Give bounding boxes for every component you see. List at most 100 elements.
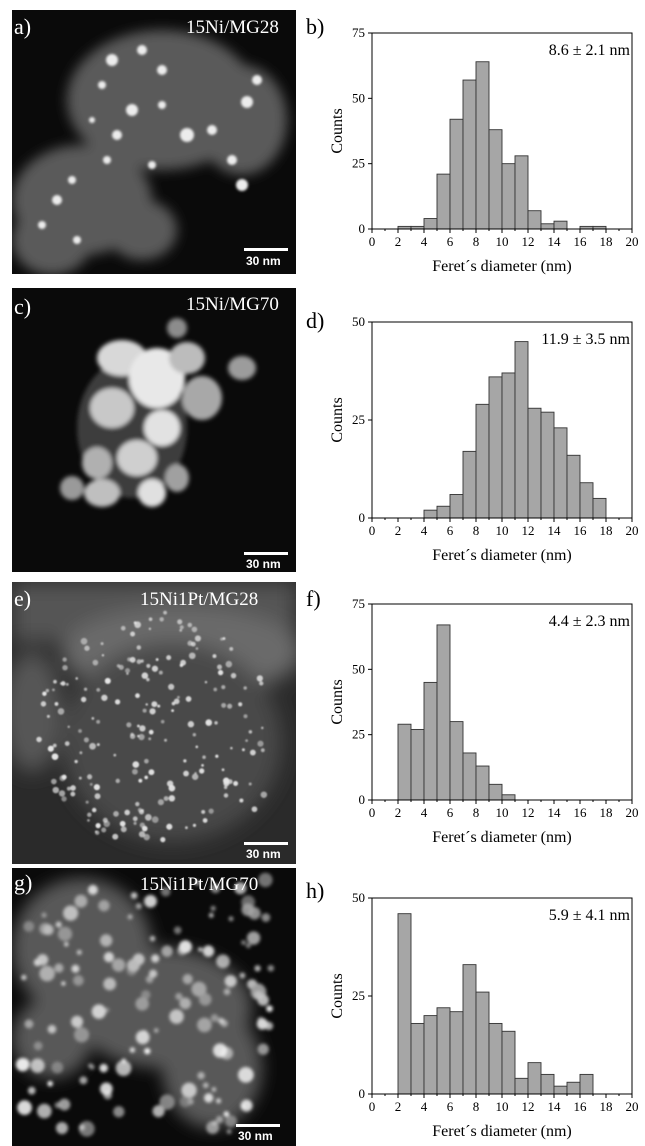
histogram-bar [488, 129, 503, 230]
x-tick-label: 12 [522, 234, 535, 249]
x-tick-label: 14 [548, 234, 562, 249]
x-tick-label: 2 [395, 234, 402, 249]
histogram-bar [423, 1015, 438, 1095]
y-axis-label: Counts [329, 108, 346, 153]
x-tick-label: 14 [548, 523, 562, 538]
sample-label: 15Ni/MG70 [186, 294, 279, 315]
stem-image: 30 nm [12, 582, 296, 864]
y-axis-label: Counts [329, 973, 346, 1018]
x-tick-label: 0 [369, 805, 376, 820]
sample-label: 15Ni1Pt/MG70 [140, 874, 259, 895]
x-tick-label: 6 [447, 805, 454, 820]
histogram-bar [553, 220, 568, 230]
x-tick-label: 4 [421, 805, 428, 820]
histogram-bar [488, 376, 503, 519]
x-tick-label: 8 [473, 1099, 480, 1114]
size-annotation: 8.6 ± 2.1 nm [549, 42, 631, 59]
histogram-bar [436, 173, 451, 230]
x-tick-label: 4 [421, 234, 428, 249]
size-annotation: 11.9 ± 3.5 nm [541, 331, 630, 348]
histogram-bar [527, 407, 542, 519]
x-tick-label: 20 [626, 1099, 639, 1114]
y-tick-label: 25 [352, 412, 365, 427]
x-tick-label: 8 [473, 805, 480, 820]
x-tick-label: 6 [447, 523, 454, 538]
y-tick-label: 0 [359, 1086, 366, 1101]
sample-label: 15Ni/MG28 [186, 17, 279, 38]
stem-micrograph [12, 30, 287, 274]
y-tick-label: 50 [352, 90, 365, 105]
histogram-bar [462, 450, 477, 519]
x-tick-label: 6 [447, 234, 454, 249]
scale-label: 30 nm [246, 254, 281, 268]
panel-letter: d) [306, 308, 325, 333]
stem-image: 30 nm [12, 10, 296, 274]
x-tick-label: 16 [574, 1099, 588, 1114]
histogram-bar [462, 79, 477, 230]
y-tick-label: 25 [352, 156, 365, 171]
x-tick-label: 14 [548, 805, 562, 820]
panel-letter: h) [306, 878, 325, 903]
histogram-bar [514, 341, 529, 519]
histogram-bar [462, 964, 477, 1095]
stem-image: 30 nm [12, 288, 296, 572]
x-tick-label: 10 [496, 523, 509, 538]
histogram-bar [501, 372, 516, 519]
y-tick-label: 0 [359, 221, 366, 236]
histogram-bar [527, 210, 542, 230]
panel-letter: f) [306, 586, 321, 611]
panel-letter: g) [14, 870, 33, 895]
scale-bar [236, 1124, 280, 1127]
x-tick-label: 10 [496, 805, 509, 820]
x-tick-label: 0 [369, 1099, 376, 1114]
x-tick-label: 16 [574, 523, 588, 538]
x-tick-label: 18 [600, 1099, 613, 1114]
y-axis-label: Counts [329, 397, 346, 442]
x-tick-label: 0 [369, 523, 376, 538]
histogram-bar [527, 1062, 542, 1095]
histogram-bar [566, 1081, 581, 1095]
scale-bar [244, 552, 288, 555]
histogram-bar [423, 218, 438, 230]
scale-label: 30 nm [246, 847, 281, 861]
histogram-bar [566, 454, 581, 519]
histogram-bar [553, 1085, 568, 1095]
y-tick-label: 75 [352, 25, 365, 40]
size-annotation: 4.4 ± 2.3 nm [549, 613, 631, 630]
panel-row-2: 30 nm c) 15Ni/MG70 d) 0 2 4 6 8 10 12 14 16 18 20 0… [0, 286, 645, 574]
histogram-bar [475, 61, 490, 230]
y-axis-label: Counts [329, 679, 346, 724]
stem-image: 30 nm [12, 868, 296, 1146]
x-tick-label: 8 [473, 234, 480, 249]
histogram-bar [475, 403, 490, 519]
panel-row-3: 30 nm e) 15Ni1Pt/MG28 f) 0 2 4 6 8 10 12 14 16 18… [0, 574, 645, 864]
y-tick-label: 25 [352, 727, 365, 742]
x-tick-label: 4 [421, 1099, 428, 1114]
scale-bar [244, 248, 288, 251]
histogram-bar [488, 783, 503, 801]
x-tick-label: 18 [600, 234, 613, 249]
histogram-bar [410, 1022, 425, 1095]
histogram-bar [397, 913, 412, 1095]
histogram-b: 0 2 4 6 8 10 12 14 16 18 20 0 25 50 75 Feret´s diameter… [329, 25, 639, 275]
stem-micrograph [60, 318, 256, 507]
size-annotation: 5.9 ± 4.1 nm [549, 907, 631, 924]
histogram-bar [423, 681, 438, 801]
panel-letter: c) [14, 294, 32, 319]
x-tick-label: 2 [395, 805, 402, 820]
x-axis-label: Feret´s diameter (nm) [432, 258, 572, 275]
sample-label: 15Ni1Pt/MG28 [140, 589, 259, 610]
panel-row-1: 30 nm a) 15Ni/MG28 b) 0 2 4 6 8 10 12 14 16 18 20 0… [0, 0, 645, 286]
x-tick-label: 8 [473, 523, 480, 538]
x-tick-label: 6 [447, 1099, 454, 1114]
histogram-bar [540, 411, 555, 519]
x-tick-label: 12 [522, 1099, 535, 1114]
histogram-bar [436, 505, 451, 519]
y-tick-label: 50 [352, 890, 365, 905]
y-tick-label: 25 [352, 988, 365, 1003]
x-axis-label: Feret´s diameter (nm) [432, 547, 572, 564]
x-tick-label: 16 [574, 234, 588, 249]
histogram-bar [514, 1077, 529, 1095]
y-tick-label: 50 [352, 314, 365, 329]
x-tick-label: 18 [600, 805, 613, 820]
